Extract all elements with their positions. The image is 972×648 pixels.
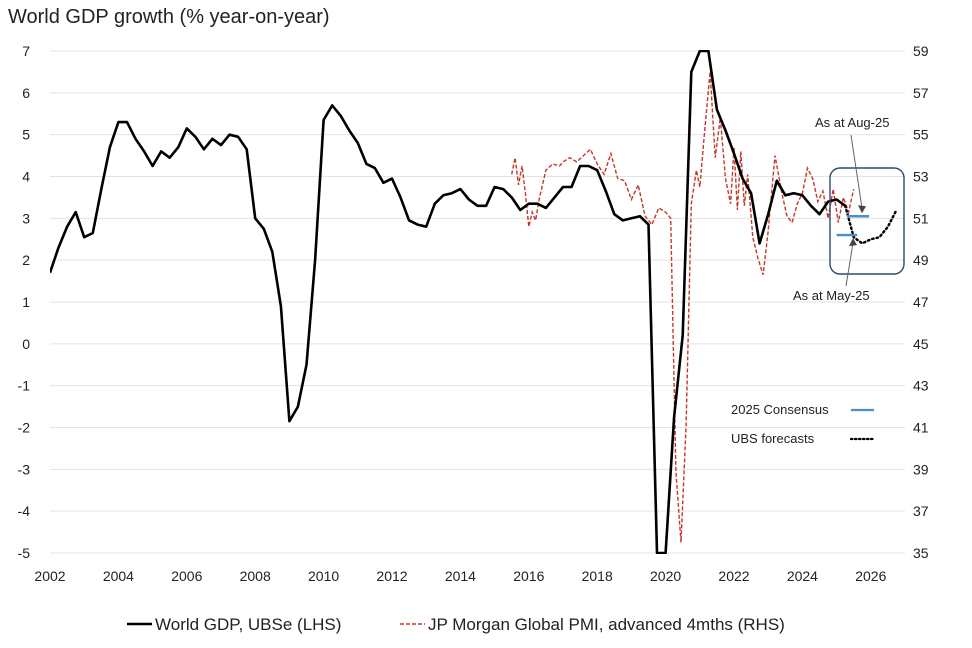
- y2-tick-label: 55: [913, 127, 929, 143]
- y2-tick-label: 37: [913, 503, 929, 519]
- legend-pmi-label: JP Morgan Global PMI, advanced 4mths (RH…: [428, 615, 785, 634]
- x-tick-label: 2008: [240, 568, 271, 584]
- annotation-pointer-may: [845, 242, 854, 287]
- y2-tick-label: 39: [913, 461, 929, 477]
- inset-legend-consensus-label: 2025 Consensus: [731, 402, 829, 417]
- y-tick-label: 6: [22, 85, 30, 101]
- inset-legend-ubs-label: UBS forecasts: [731, 431, 815, 446]
- gdp-series-line: [50, 50, 846, 554]
- x-tick-label: 2014: [445, 568, 476, 584]
- y-tick-label: -5: [18, 545, 31, 561]
- x-tick-label: 2020: [650, 568, 681, 584]
- y-tick-label: 7: [22, 43, 30, 59]
- x-tick-label: 2002: [34, 568, 65, 584]
- right-axis-ticks: 59 57 55 53 51 49 47 45 43 41 39 37 35: [913, 43, 929, 561]
- y2-tick-label: 59: [913, 43, 929, 59]
- legend-gdp-label: World GDP, UBSe (LHS): [155, 615, 341, 634]
- y2-tick-label: 53: [913, 169, 929, 185]
- left-axis-ticks: 7 6 5 4 3 2 1 0 -1 -2 -3 -4 -5: [18, 43, 31, 561]
- y-tick-label: 3: [22, 210, 30, 226]
- x-tick-label: 2010: [308, 568, 339, 584]
- y-tick-label: -2: [18, 420, 31, 436]
- y-tick-label: 2: [22, 252, 30, 268]
- y-tick-label: 0: [22, 336, 30, 352]
- y2-tick-label: 51: [913, 210, 929, 226]
- chart-title: World GDP growth (% year-on-year): [8, 6, 330, 28]
- y2-tick-label: 43: [913, 378, 929, 394]
- gridlines: [50, 50, 905, 554]
- x-tick-label: 2016: [513, 568, 544, 584]
- y-tick-label: 4: [22, 169, 30, 185]
- y2-tick-label: 57: [913, 85, 929, 101]
- y-tick-label: -4: [18, 503, 31, 519]
- x-axis-ticks: 2002 2004 2006 2008 2010 2012 2014 2016 2018 2020…: [34, 568, 886, 584]
- annotation-arrowhead-may: [849, 238, 857, 247]
- annotation-arrowhead-aug: [858, 205, 866, 214]
- y2-tick-label: 41: [913, 420, 929, 436]
- x-tick-label: 2022: [718, 568, 749, 584]
- y-tick-label: -1: [18, 378, 31, 394]
- pmi-series-line: [511, 71, 855, 543]
- forecast-highlight-box: [829, 167, 905, 275]
- annotation-aug-25: As at Aug-25: [815, 115, 889, 130]
- ubs-forecast-line: [844, 204, 898, 245]
- y-tick-label: 5: [22, 127, 30, 143]
- y2-tick-label: 47: [913, 294, 929, 310]
- y-tick-label: 1: [22, 294, 30, 310]
- annotation-pointer-aug: [850, 134, 863, 209]
- annotations: As at Aug-25 As at May-25 2025 Consensus UB…: [731, 115, 905, 446]
- y2-tick-label: 35: [913, 545, 929, 561]
- x-tick-label: 2012: [376, 568, 407, 584]
- y-tick-label: -3: [18, 461, 31, 477]
- plot-area: [50, 50, 898, 554]
- y2-tick-label: 49: [913, 252, 929, 268]
- x-tick-label: 2018: [582, 568, 613, 584]
- x-tick-label: 2024: [787, 568, 818, 584]
- x-tick-label: 2006: [171, 568, 202, 584]
- x-tick-label: 2004: [103, 568, 134, 584]
- bottom-legend: World GDP, UBSe (LHS) JP Morgan Global PM…: [127, 615, 785, 634]
- y2-tick-label: 45: [913, 336, 929, 352]
- x-tick-label: 2026: [855, 568, 886, 584]
- annotation-may-25: As at May-25: [793, 288, 870, 303]
